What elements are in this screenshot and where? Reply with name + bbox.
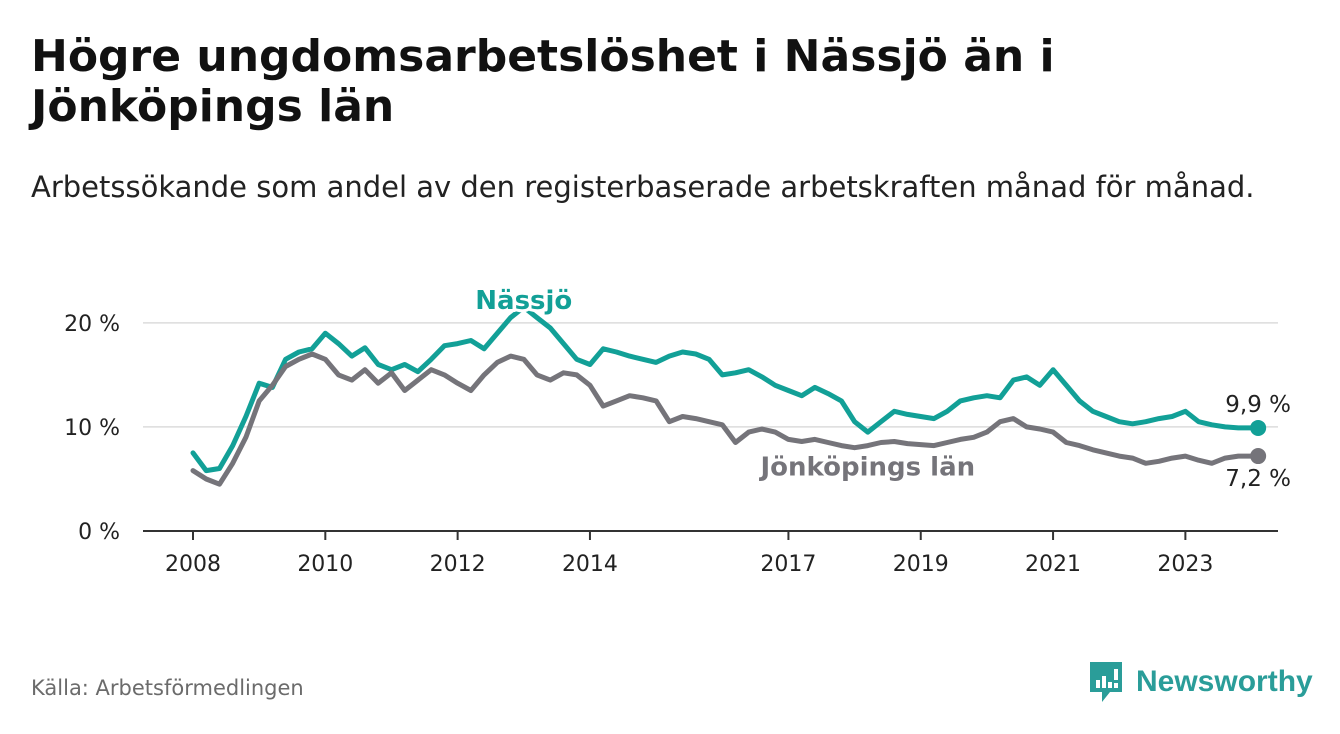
x-tick-label: 2021: [1025, 552, 1081, 577]
chart-title: Högre ungdomsarbetslöshet i Nässjö än i …: [31, 31, 1055, 132]
series-label-nassjo: Nässjö: [475, 286, 572, 316]
series-line-jonkopings-lan: [190, 351, 1261, 487]
x-tick-label: 2010: [297, 552, 353, 577]
series-line-nassjo: [190, 304, 1261, 474]
brand-name: Newsworthy: [1136, 665, 1313, 698]
end-label-jonkopings-lan: 7,2 %: [1225, 466, 1291, 492]
brand-logo: Newsworthy: [1088, 660, 1313, 704]
y-tick-label: 0 %: [78, 520, 120, 545]
end-point-jonkopings-lan: [1250, 448, 1267, 465]
x-tick-label: 2023: [1157, 552, 1213, 577]
y-tick-label: 10 %: [64, 416, 120, 441]
end-label-nassjo: 9,9 %: [1225, 392, 1291, 418]
y-tick-label: 20 %: [64, 312, 120, 337]
x-tick-label: 2008: [165, 552, 221, 577]
x-tick-label: 2014: [562, 552, 618, 577]
x-tick-label: 2012: [430, 552, 486, 577]
end-point-nassjo: [1250, 419, 1267, 436]
x-tick-label: 2017: [760, 552, 816, 577]
series-label-jonkopings-lan: Jönköpings län: [758, 453, 975, 483]
source-note: Källa: Arbetsförmedlingen: [31, 676, 304, 700]
newsworthy-logo-icon: [1090, 662, 1122, 702]
x-tick-label: 2019: [893, 552, 949, 577]
chart-subtitle: Arbetssökande som andel av den registerb…: [31, 170, 1255, 204]
